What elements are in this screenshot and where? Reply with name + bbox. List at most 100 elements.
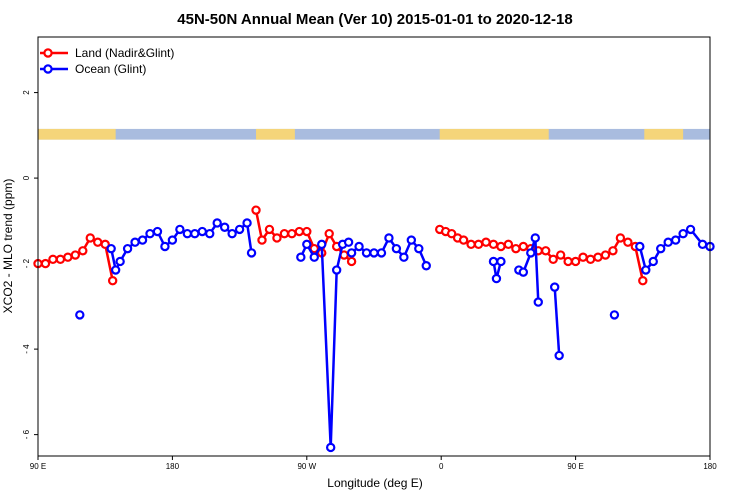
series-0-point-1-0 <box>251 205 261 215</box>
series-0-point-2-9 <box>496 241 506 252</box>
series-1-point-8-4 <box>663 237 673 247</box>
x-tick-label-2: 90 W <box>297 462 316 471</box>
series-0-point-1-6 <box>294 226 305 237</box>
series-1-point-5-3 <box>530 233 540 243</box>
series-0-point-2-17 <box>555 250 566 260</box>
x-tick-label-1: 180 <box>166 462 180 471</box>
series-0-point-0-1 <box>40 258 51 269</box>
series-0-point-0-4 <box>63 252 73 262</box>
series-1-point-5-2 <box>526 248 536 258</box>
series-1-point-1-4 <box>130 237 140 247</box>
series-1-point-3-4 <box>376 248 387 258</box>
series-0-point-0-6 <box>78 246 88 256</box>
series-0-point-2-24 <box>608 246 618 256</box>
series-0-point-1-3 <box>272 233 282 243</box>
series-1-point-8-8 <box>697 239 708 250</box>
y-tick-label-1: 0 <box>22 175 31 180</box>
x-tick-label-0: 90 E <box>30 462 46 471</box>
series-1-point-8-2 <box>648 256 658 267</box>
series-0-point-0-7 <box>85 233 95 243</box>
series-0-point-2-25 <box>615 233 626 243</box>
series-1-point-3-9 <box>414 243 424 254</box>
x-tick-label-4: 90 E <box>567 462 583 471</box>
series-1-point-3-6 <box>391 243 402 254</box>
series-0-point-2-16 <box>548 254 558 265</box>
series-1-point-1-11 <box>182 228 193 239</box>
series-0-point-2-5 <box>466 239 476 250</box>
series-1-point-2-4 <box>325 442 336 453</box>
series-0-point-0-8 <box>93 237 103 247</box>
series-1-point-4-2 <box>496 256 506 267</box>
series-0-point-0-3 <box>55 254 66 265</box>
series-1-point-2-0 <box>296 252 306 262</box>
series-1-point-4-1 <box>491 273 502 284</box>
series-1-point-6-0 <box>549 282 560 292</box>
land-band-segment-0 <box>38 128 116 140</box>
series-1-point-1-6 <box>145 228 155 239</box>
series-0-point-2-12 <box>518 241 529 252</box>
series-0-point-2-19 <box>570 256 581 267</box>
series-0-point-2-22 <box>593 252 603 262</box>
series-1-point-2-1 <box>302 239 312 250</box>
series-1-point-2-5 <box>331 265 342 275</box>
legend-label-1: Ocean (Glint) <box>75 62 146 76</box>
series-0-point-1-10 <box>324 228 334 239</box>
y-axis-label: XCO2 - MLO trend (ppm) <box>1 179 15 314</box>
series-0-point-0-10 <box>107 276 118 286</box>
series-1-point-7-0 <box>609 310 620 320</box>
series-1-point-1-15 <box>212 218 222 228</box>
series-1-point-1-8 <box>160 241 170 252</box>
series-1-point-1-2 <box>115 256 125 267</box>
y-tick-label-4: - 6 <box>22 429 31 439</box>
series-1-point-3-3 <box>369 248 379 258</box>
legend-marker-1 <box>43 64 53 74</box>
series-1-point-8-1 <box>641 265 651 275</box>
series-1-point-1-5 <box>137 235 148 245</box>
series-1-point-1-17 <box>227 228 237 239</box>
series-0-point-0-5 <box>70 250 81 260</box>
series-1-line-6 <box>553 287 561 356</box>
series-1-point-1-1 <box>110 265 121 275</box>
x-tick-label-3: 0 <box>439 462 444 471</box>
series-0-point-2-28 <box>638 276 648 286</box>
series-0-point-2-7 <box>481 237 491 247</box>
series-0-point-2-2 <box>446 228 457 239</box>
series-0-point-0-9 <box>100 239 110 250</box>
series-0-point-1-1 <box>257 235 267 245</box>
ocean-band <box>38 128 710 140</box>
series-0-point-2-6 <box>473 239 484 250</box>
series-1-point-3-5 <box>384 233 394 243</box>
legend: Land (Nadir&Glint) Ocean (Glint) <box>40 46 174 76</box>
series-1-point-1-13 <box>197 226 207 237</box>
x-axis-label: Longitude (deg E) <box>327 476 422 490</box>
series-0-point-2-4 <box>458 235 469 245</box>
series-0-point-2-8 <box>488 239 499 250</box>
series-0-point-2-23 <box>600 250 611 260</box>
y-tick-label-3: - 4 <box>22 344 31 354</box>
series-0-point-2-20 <box>578 252 588 262</box>
x-tick-label-5: 180 <box>703 462 717 471</box>
series-1-point-1-16 <box>219 222 230 232</box>
chart-title: 45N-50N Annual Mean (Ver 10) 2015-01-01 … <box>177 11 572 28</box>
y-tick-label-0: 2 <box>22 90 31 95</box>
series-1-point-1-14 <box>205 228 215 239</box>
series-1-point-3-2 <box>361 248 372 258</box>
legend-marker-0 <box>43 48 53 58</box>
series-0-point-1-13 <box>346 256 357 267</box>
land-band-segment-3 <box>644 128 684 140</box>
series-1-point-1-20 <box>246 248 257 258</box>
land-band-segment-2 <box>439 128 549 140</box>
series-1-point-2-2 <box>309 252 319 262</box>
series-1-point-1-19 <box>242 218 252 228</box>
legend-label-0: Land (Nadir&Glint) <box>75 46 174 60</box>
y-tick-label-2: - 2 <box>22 258 31 268</box>
series-1-point-1-12 <box>190 228 200 239</box>
series-1-point-8-0 <box>635 241 645 252</box>
series-1-point-0-0 <box>75 310 85 320</box>
land-band-segment-1 <box>256 128 295 140</box>
series-1-point-8-6 <box>678 228 688 239</box>
plot-frame <box>37 36 711 457</box>
series-1-point-3-1 <box>354 241 364 252</box>
